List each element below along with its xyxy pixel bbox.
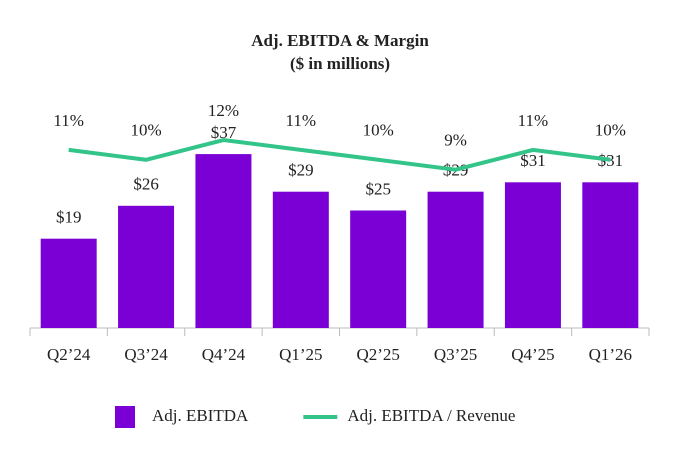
x-tick-label: Q2’24 — [47, 345, 91, 364]
line-value-label: 10% — [363, 121, 394, 140]
x-tick-label: Q4’25 — [511, 345, 554, 364]
x-tick-label: Q1’25 — [279, 345, 322, 364]
legend-swatch — [115, 406, 135, 428]
bar — [195, 154, 252, 328]
bar — [582, 182, 639, 328]
x-tick-label: Q1’26 — [589, 345, 632, 364]
line-value-label: 12% — [208, 101, 239, 120]
x-tick-label: Q3’25 — [434, 345, 477, 364]
bar — [40, 238, 97, 328]
bar — [427, 191, 484, 328]
bar-value-label: $25 — [365, 179, 391, 198]
line-value-label: 11% — [286, 111, 317, 130]
line-value-label: 10% — [595, 121, 626, 140]
x-tick-label: Q4’24 — [202, 345, 246, 364]
bar-value-label: $26 — [133, 175, 159, 194]
line-value-label: 9% — [444, 131, 467, 150]
chart-subtitle: ($ in millions) — [290, 54, 390, 73]
bar — [272, 191, 329, 328]
line-value-label: 10% — [130, 121, 161, 140]
bar — [504, 182, 561, 328]
bar-value-label: $19 — [56, 208, 82, 227]
x-tick-label: Q2’25 — [356, 345, 399, 364]
bar-value-label: $29 — [288, 161, 314, 180]
bar — [350, 210, 407, 328]
bar — [118, 205, 175, 328]
legend-label: Adj. EBITDA / Revenue — [347, 406, 515, 425]
line-value-label: 11% — [53, 111, 84, 130]
chart-title: Adj. EBITDA & Margin — [251, 31, 429, 50]
margin-line — [68, 137, 611, 172]
legend-label: Adj. EBITDA — [152, 406, 249, 425]
x-tick-label: Q3’24 — [124, 345, 168, 364]
line-value-label: 11% — [518, 111, 549, 130]
bar-value-label: $31 — [598, 151, 624, 170]
bar-value-label: $37 — [211, 123, 237, 142]
bar-value-label: $31 — [520, 151, 546, 170]
